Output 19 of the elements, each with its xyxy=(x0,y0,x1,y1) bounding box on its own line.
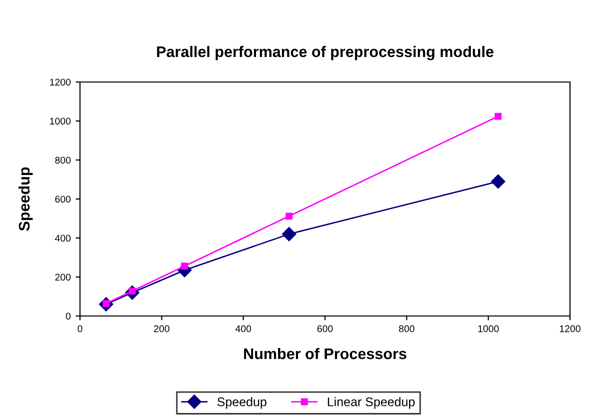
x-axis-title: Number of Processors xyxy=(244,348,406,360)
x-tick-label: 0 xyxy=(78,325,82,332)
x-tick-label: 1200 xyxy=(560,325,580,332)
x-tick-label: 400 xyxy=(235,325,252,332)
y-tick-label: 200 xyxy=(55,274,71,281)
y-tick-label: 600 xyxy=(55,196,71,203)
x-tick-label: 800 xyxy=(398,325,414,332)
x-tick-label: 1000 xyxy=(478,325,499,332)
y-tick-label: 0 xyxy=(66,312,71,320)
y-tick-label: 1200 xyxy=(50,78,71,86)
x-tick-label: 200 xyxy=(154,325,170,332)
y-tick-label: 400 xyxy=(54,234,71,242)
y-tick-label: 1000 xyxy=(50,118,71,125)
y-tick-label: 800 xyxy=(55,156,71,164)
x-tick-label: 600 xyxy=(317,325,333,332)
chart-title: Parallel performance of preprocessing module xyxy=(157,46,494,60)
legend-label: Linear Speedup xyxy=(328,397,415,409)
legend-label: Speedup xyxy=(217,397,266,409)
y-axis-title: Speedup xyxy=(18,167,33,231)
